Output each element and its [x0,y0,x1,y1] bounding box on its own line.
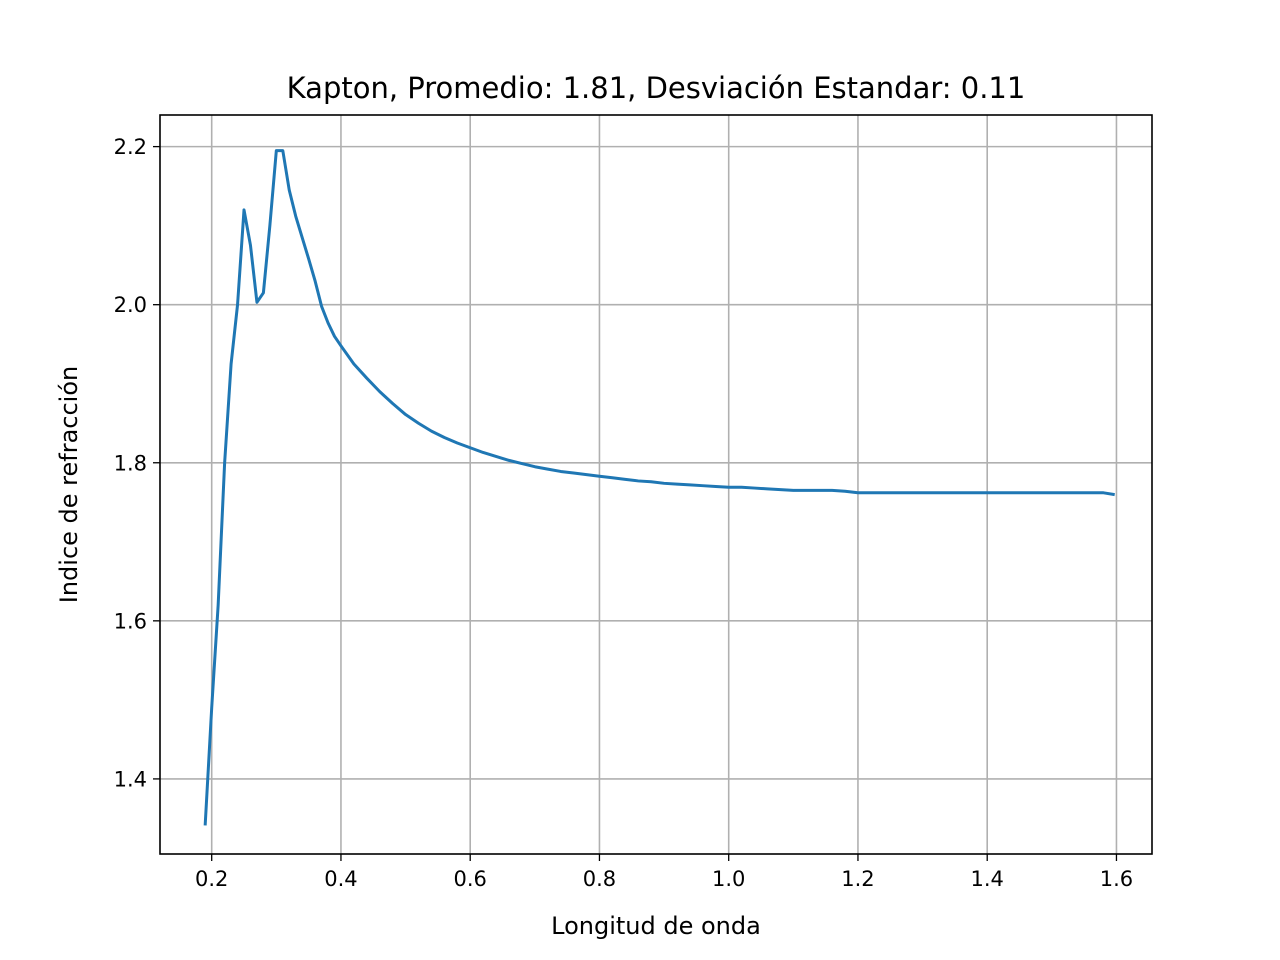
y-tick-label: 2.0 [114,293,147,317]
grid [160,115,1152,854]
x-tick-label: 0.4 [324,867,357,891]
series-layer [203,149,1115,826]
x-tick-label: 1.2 [841,867,874,891]
y-tick-label: 1.4 [114,767,147,791]
x-tick-label: 1.0 [712,867,745,891]
x-tick-label: 1.6 [1100,867,1133,891]
y-tick-label: 2.2 [114,135,147,159]
series-line [203,149,1115,826]
x-axis-label: Longitud de onda [551,912,761,940]
chart-title: Kapton, Promedio: 1.81, Desviación Estan… [287,71,1026,105]
y-tick-label: 1.8 [114,451,147,475]
axes-frame [159,114,1153,855]
x-tick-label: 0.8 [583,867,616,891]
x-tick-label: 0.6 [453,867,486,891]
y-axis-label: Indice de refracción [55,366,83,604]
x-tick-label: 1.4 [971,867,1004,891]
y-tick-label: 1.6 [114,609,147,633]
x-tick-label: 0.2 [195,867,228,891]
ticks: 0.2 0.4 0.6 0.8 1.0 1.2 1.4 1.6 1.4 1.6 1.8 2.0 2.2 [114,135,1134,891]
